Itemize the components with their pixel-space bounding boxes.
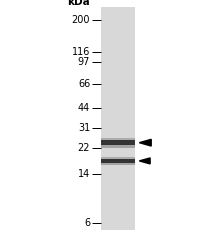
Bar [101,7,135,230]
Bar [117,7,119,230]
Text: 66: 66 [78,79,90,89]
Bar [101,157,135,159]
Bar [101,159,135,163]
Bar [111,7,125,230]
Bar [114,7,122,230]
Polygon shape [139,158,150,164]
Bar [115,7,121,230]
Polygon shape [139,139,151,146]
Text: 116: 116 [72,47,90,57]
Bar [113,7,123,230]
Text: 14: 14 [78,169,90,179]
Bar [101,138,135,140]
Text: kDa: kDa [67,0,90,7]
Bar [110,7,126,230]
Bar [111,7,125,230]
Text: 44: 44 [78,103,90,113]
Bar [117,7,119,230]
Text: 22: 22 [78,143,90,153]
Bar [108,7,127,230]
Text: 200: 200 [72,15,90,25]
Bar [101,145,135,148]
Text: 6: 6 [84,218,90,228]
Text: 97: 97 [78,57,90,67]
Bar [116,7,120,230]
Bar [101,163,135,165]
Bar [108,7,128,230]
Bar [101,140,135,145]
Bar [112,7,124,230]
Bar [109,7,127,230]
Text: 31: 31 [78,123,90,133]
Bar [115,7,121,230]
Bar [113,7,123,230]
